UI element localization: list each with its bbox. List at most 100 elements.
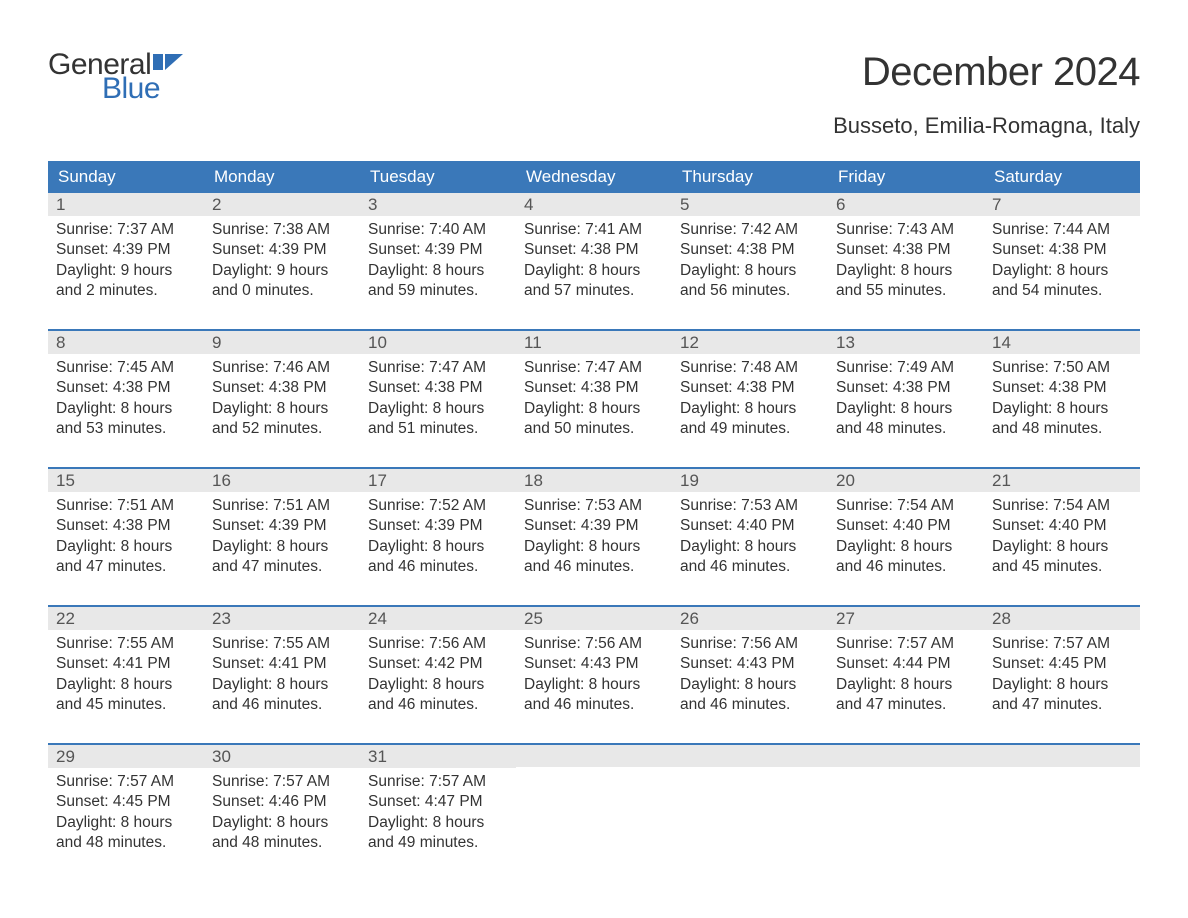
day-header-monday: Monday bbox=[204, 161, 360, 193]
day-dl2: and 45 minutes. bbox=[992, 557, 1132, 577]
day-dl2: and 50 minutes. bbox=[524, 419, 664, 439]
day-sunset: Sunset: 4:38 PM bbox=[836, 240, 976, 260]
day-content: Sunrise: 7:57 AMSunset: 4:45 PMDaylight:… bbox=[984, 630, 1140, 716]
day-dl2: and 46 minutes. bbox=[368, 557, 508, 577]
day-sunset: Sunset: 4:46 PM bbox=[212, 792, 352, 812]
day-content: Sunrise: 7:54 AMSunset: 4:40 PMDaylight:… bbox=[984, 492, 1140, 578]
day-sunrise: Sunrise: 7:44 AM bbox=[992, 220, 1132, 240]
day-cell: 22Sunrise: 7:55 AMSunset: 4:41 PMDayligh… bbox=[48, 607, 204, 725]
day-number bbox=[672, 745, 828, 767]
day-sunset: Sunset: 4:38 PM bbox=[524, 240, 664, 260]
day-sunrise: Sunrise: 7:37 AM bbox=[56, 220, 196, 240]
day-dl1: Daylight: 8 hours bbox=[212, 399, 352, 419]
day-dl1: Daylight: 8 hours bbox=[680, 675, 820, 695]
day-dl1: Daylight: 8 hours bbox=[368, 537, 508, 557]
day-cell: 17Sunrise: 7:52 AMSunset: 4:39 PMDayligh… bbox=[360, 469, 516, 587]
day-dl1: Daylight: 8 hours bbox=[56, 537, 196, 557]
day-cell: 6Sunrise: 7:43 AMSunset: 4:38 PMDaylight… bbox=[828, 193, 984, 311]
day-sunrise: Sunrise: 7:40 AM bbox=[368, 220, 508, 240]
day-sunrise: Sunrise: 7:38 AM bbox=[212, 220, 352, 240]
day-number: 10 bbox=[360, 331, 516, 354]
day-number: 3 bbox=[360, 193, 516, 216]
title-block: December 2024 Busseto, Emilia-Romagna, I… bbox=[833, 50, 1140, 153]
day-sunset: Sunset: 4:38 PM bbox=[524, 378, 664, 398]
day-content: Sunrise: 7:57 AMSunset: 4:44 PMDaylight:… bbox=[828, 630, 984, 716]
day-cell: 10Sunrise: 7:47 AMSunset: 4:38 PMDayligh… bbox=[360, 331, 516, 449]
day-number: 19 bbox=[672, 469, 828, 492]
day-number: 14 bbox=[984, 331, 1140, 354]
day-sunset: Sunset: 4:40 PM bbox=[992, 516, 1132, 536]
day-cell: 2Sunrise: 7:38 AMSunset: 4:39 PMDaylight… bbox=[204, 193, 360, 311]
day-sunset: Sunset: 4:38 PM bbox=[680, 240, 820, 260]
day-sunset: Sunset: 4:38 PM bbox=[368, 378, 508, 398]
day-sunrise: Sunrise: 7:52 AM bbox=[368, 496, 508, 516]
day-sunset: Sunset: 4:39 PM bbox=[212, 240, 352, 260]
day-number: 28 bbox=[984, 607, 1140, 630]
day-dl2: and 47 minutes. bbox=[56, 557, 196, 577]
day-content: Sunrise: 7:51 AMSunset: 4:39 PMDaylight:… bbox=[204, 492, 360, 578]
day-header-saturday: Saturday bbox=[984, 161, 1140, 193]
day-dl1: Daylight: 8 hours bbox=[368, 675, 508, 695]
day-cell: 29Sunrise: 7:57 AMSunset: 4:45 PMDayligh… bbox=[48, 745, 204, 863]
day-number: 12 bbox=[672, 331, 828, 354]
day-sunset: Sunset: 4:39 PM bbox=[212, 516, 352, 536]
day-cell: 19Sunrise: 7:53 AMSunset: 4:40 PMDayligh… bbox=[672, 469, 828, 587]
day-content: Sunrise: 7:57 AMSunset: 4:47 PMDaylight:… bbox=[360, 768, 516, 854]
day-dl2: and 2 minutes. bbox=[56, 281, 196, 301]
day-cell: 28Sunrise: 7:57 AMSunset: 4:45 PMDayligh… bbox=[984, 607, 1140, 725]
day-dl2: and 47 minutes. bbox=[992, 695, 1132, 715]
day-sunset: Sunset: 4:40 PM bbox=[680, 516, 820, 536]
day-dl2: and 55 minutes. bbox=[836, 281, 976, 301]
day-number: 23 bbox=[204, 607, 360, 630]
day-dl2: and 57 minutes. bbox=[524, 281, 664, 301]
week-row: 1Sunrise: 7:37 AMSunset: 4:39 PMDaylight… bbox=[48, 193, 1140, 311]
page-title: December 2024 bbox=[833, 50, 1140, 95]
day-sunset: Sunset: 4:38 PM bbox=[680, 378, 820, 398]
day-cell: 13Sunrise: 7:49 AMSunset: 4:38 PMDayligh… bbox=[828, 331, 984, 449]
day-number bbox=[984, 745, 1140, 767]
day-dl2: and 52 minutes. bbox=[212, 419, 352, 439]
day-sunrise: Sunrise: 7:50 AM bbox=[992, 358, 1132, 378]
day-sunrise: Sunrise: 7:42 AM bbox=[680, 220, 820, 240]
day-sunset: Sunset: 4:39 PM bbox=[368, 516, 508, 536]
day-content: Sunrise: 7:56 AMSunset: 4:42 PMDaylight:… bbox=[360, 630, 516, 716]
day-sunset: Sunset: 4:38 PM bbox=[212, 378, 352, 398]
day-dl1: Daylight: 8 hours bbox=[56, 399, 196, 419]
day-sunset: Sunset: 4:47 PM bbox=[368, 792, 508, 812]
day-number: 13 bbox=[828, 331, 984, 354]
day-sunrise: Sunrise: 7:55 AM bbox=[56, 634, 196, 654]
day-dl1: Daylight: 8 hours bbox=[836, 537, 976, 557]
day-content: Sunrise: 7:57 AMSunset: 4:46 PMDaylight:… bbox=[204, 768, 360, 854]
day-content: Sunrise: 7:47 AMSunset: 4:38 PMDaylight:… bbox=[360, 354, 516, 440]
day-number: 26 bbox=[672, 607, 828, 630]
day-dl1: Daylight: 8 hours bbox=[56, 675, 196, 695]
day-content: Sunrise: 7:55 AMSunset: 4:41 PMDaylight:… bbox=[204, 630, 360, 716]
day-cell: 5Sunrise: 7:42 AMSunset: 4:38 PMDaylight… bbox=[672, 193, 828, 311]
day-cell: 25Sunrise: 7:56 AMSunset: 4:43 PMDayligh… bbox=[516, 607, 672, 725]
day-content: Sunrise: 7:54 AMSunset: 4:40 PMDaylight:… bbox=[828, 492, 984, 578]
day-sunrise: Sunrise: 7:57 AM bbox=[836, 634, 976, 654]
day-dl2: and 46 minutes. bbox=[524, 695, 664, 715]
day-dl1: Daylight: 8 hours bbox=[524, 537, 664, 557]
day-cell: 1Sunrise: 7:37 AMSunset: 4:39 PMDaylight… bbox=[48, 193, 204, 311]
day-sunset: Sunset: 4:43 PM bbox=[680, 654, 820, 674]
day-dl2: and 46 minutes. bbox=[680, 695, 820, 715]
day-cell: 11Sunrise: 7:47 AMSunset: 4:38 PMDayligh… bbox=[516, 331, 672, 449]
day-dl1: Daylight: 8 hours bbox=[56, 813, 196, 833]
day-content: Sunrise: 7:55 AMSunset: 4:41 PMDaylight:… bbox=[48, 630, 204, 716]
day-sunrise: Sunrise: 7:57 AM bbox=[212, 772, 352, 792]
day-sunrise: Sunrise: 7:47 AM bbox=[368, 358, 508, 378]
day-number: 11 bbox=[516, 331, 672, 354]
day-cell: 15Sunrise: 7:51 AMSunset: 4:38 PMDayligh… bbox=[48, 469, 204, 587]
day-cell: 8Sunrise: 7:45 AMSunset: 4:38 PMDaylight… bbox=[48, 331, 204, 449]
day-dl2: and 48 minutes. bbox=[992, 419, 1132, 439]
day-cell bbox=[984, 745, 1140, 863]
day-number bbox=[828, 745, 984, 767]
day-cell: 30Sunrise: 7:57 AMSunset: 4:46 PMDayligh… bbox=[204, 745, 360, 863]
day-dl1: Daylight: 8 hours bbox=[836, 399, 976, 419]
day-dl2: and 49 minutes. bbox=[368, 833, 508, 853]
day-content: Sunrise: 7:56 AMSunset: 4:43 PMDaylight:… bbox=[516, 630, 672, 716]
day-header-tuesday: Tuesday bbox=[360, 161, 516, 193]
day-content: Sunrise: 7:42 AMSunset: 4:38 PMDaylight:… bbox=[672, 216, 828, 302]
day-sunrise: Sunrise: 7:51 AM bbox=[212, 496, 352, 516]
